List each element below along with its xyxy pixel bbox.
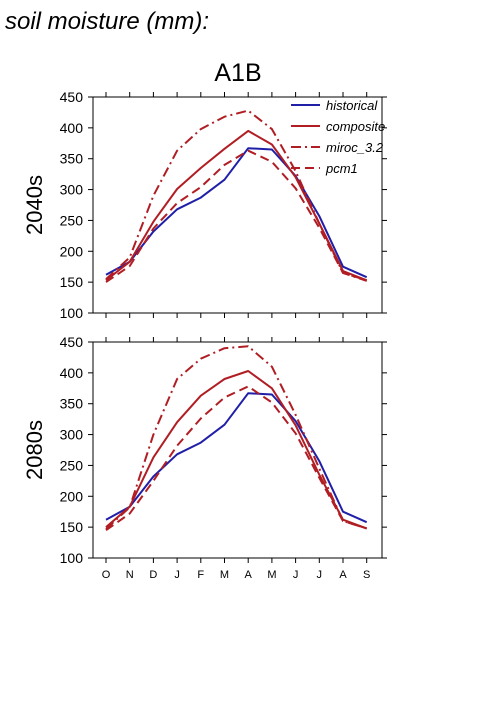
x-tick-label: S bbox=[363, 569, 370, 581]
y-tick-label: 100 bbox=[60, 305, 84, 321]
plot-frame bbox=[92, 96, 383, 314]
legend: historical composite miroc_3.2 pcm1 bbox=[291, 98, 385, 176]
series-line-composite bbox=[105, 370, 368, 530]
x-tick-label: J bbox=[174, 569, 180, 581]
x-tick-label: A bbox=[339, 569, 347, 581]
y-tick-label: 350 bbox=[60, 396, 84, 412]
y-tick-label: 200 bbox=[60, 243, 84, 259]
panel-2040s: 100 150 200 250 300 350 400 450 2040s historical c… bbox=[22, 89, 387, 321]
series-line-composite bbox=[105, 129, 368, 282]
x-tick-label: J bbox=[293, 569, 299, 581]
legend-label: historical bbox=[326, 98, 378, 113]
legend-label: composite bbox=[326, 119, 385, 134]
y-tick-label: 300 bbox=[60, 427, 84, 443]
y-tick-label: 200 bbox=[60, 488, 84, 504]
x-tick-label: A bbox=[245, 569, 253, 581]
y-tick-label: 250 bbox=[60, 457, 84, 473]
y-tick-label: 300 bbox=[60, 182, 84, 198]
y-tick-label: 450 bbox=[60, 89, 84, 105]
x-tick-label: J bbox=[317, 569, 323, 581]
x-tick-label: M bbox=[267, 569, 276, 581]
y-tick-label: 450 bbox=[60, 334, 84, 350]
row-label: 2080s bbox=[22, 420, 47, 480]
series-line-miroc_3.2 bbox=[105, 109, 368, 282]
legend-label: pcm1 bbox=[325, 161, 358, 176]
x-tick-label: F bbox=[197, 569, 204, 581]
figure-title: soil moisture (mm): bbox=[5, 8, 209, 35]
y-tick-label: 400 bbox=[60, 120, 84, 136]
series-line-historical bbox=[105, 392, 368, 524]
y-tick-label: 250 bbox=[60, 212, 84, 228]
x-tick-label: N bbox=[126, 569, 134, 581]
series-line-miroc_3.2 bbox=[105, 345, 367, 530]
y-tick-label: 400 bbox=[60, 365, 84, 381]
panel-2080s: 100 150 200 250 300 350 400 450 O N D J F M A M J J A S 2080… bbox=[22, 334, 387, 581]
x-tick-label: D bbox=[149, 569, 157, 581]
legend-label: miroc_3.2 bbox=[326, 140, 384, 155]
series-line-pcm1 bbox=[105, 385, 367, 532]
x-tick-label: O bbox=[102, 569, 111, 581]
row-label: 2040s bbox=[22, 175, 47, 235]
chart-panels: 100 150 200 250 300 350 400 450 2040s historical c… bbox=[22, 89, 387, 581]
x-tick-label: M bbox=[220, 569, 229, 581]
y-tick-label: 150 bbox=[60, 519, 84, 535]
y-tick-label: 100 bbox=[60, 550, 84, 566]
series-line-pcm1 bbox=[105, 149, 367, 283]
scenario-title: A1B bbox=[214, 59, 261, 87]
plot-frame bbox=[92, 341, 383, 559]
y-tick-label: 350 bbox=[60, 151, 84, 167]
y-tick-label: 150 bbox=[60, 274, 84, 290]
